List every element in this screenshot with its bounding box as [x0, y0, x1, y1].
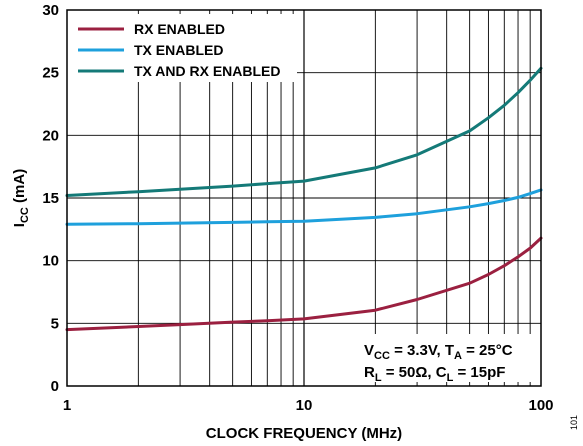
series-layer — [65, 66, 543, 332]
x-axis-title: CLOCK FREQUENCY (MHz) — [206, 425, 402, 442]
y-tick-label: 30 — [42, 2, 59, 19]
legend-label: TX ENABLED — [134, 42, 223, 58]
y-tick-label: 0 — [51, 378, 59, 395]
conditions-subscript: L — [375, 372, 382, 384]
tick-labels: 0 5 10 15 20 25 30 1 10 100 — [42, 2, 553, 414]
conditions-subscript: A — [454, 350, 462, 362]
series-line — [65, 236, 543, 332]
conditions-text: V — [364, 342, 374, 359]
y-axis-title-rest: (mA) — [11, 169, 28, 207]
x-tick-label: 10 — [296, 397, 313, 414]
y-tick-label: 25 — [42, 65, 59, 82]
conditions-line-1: VCC = 3.3V, TA = 25°C — [364, 342, 513, 362]
legend: RX ENABLED TX ENABLED TX AND RX ENABLED — [78, 21, 281, 79]
conditions-subscript: L — [447, 372, 454, 384]
y-axis-title: ICC (mA) — [11, 169, 31, 227]
legend-label: RX ENABLED — [134, 21, 225, 37]
y-tick-label: 10 — [42, 253, 59, 270]
conditions-line-2: RL = 50Ω, CL = 15pF — [364, 364, 505, 384]
series-line — [65, 66, 543, 197]
conditions-text: = 15pF — [453, 364, 505, 381]
conditions-text: = 50Ω, C — [382, 364, 447, 381]
y-axis-title-sub: CC — [19, 207, 31, 223]
x-tick-label: 1 — [63, 397, 71, 414]
y-tick-label: 5 — [51, 315, 59, 332]
conditions-background — [358, 334, 538, 382]
conditions-text: = 3.3V, T — [390, 342, 454, 359]
y-axis-title-main: I — [11, 223, 28, 227]
x-tick-label: 100 — [528, 397, 553, 414]
y-tick-label: 15 — [42, 190, 59, 207]
legend-label: TX AND RX ENABLED — [134, 63, 281, 79]
conditions-text: R — [364, 364, 375, 381]
y-tick-label: 20 — [42, 127, 59, 144]
figure-id: 101 — [569, 415, 579, 430]
conditions-text: = 25°C — [462, 342, 513, 359]
series-line — [65, 188, 543, 226]
plot-frame — [66, 9, 542, 387]
conditions-subscript: CC — [374, 350, 390, 362]
